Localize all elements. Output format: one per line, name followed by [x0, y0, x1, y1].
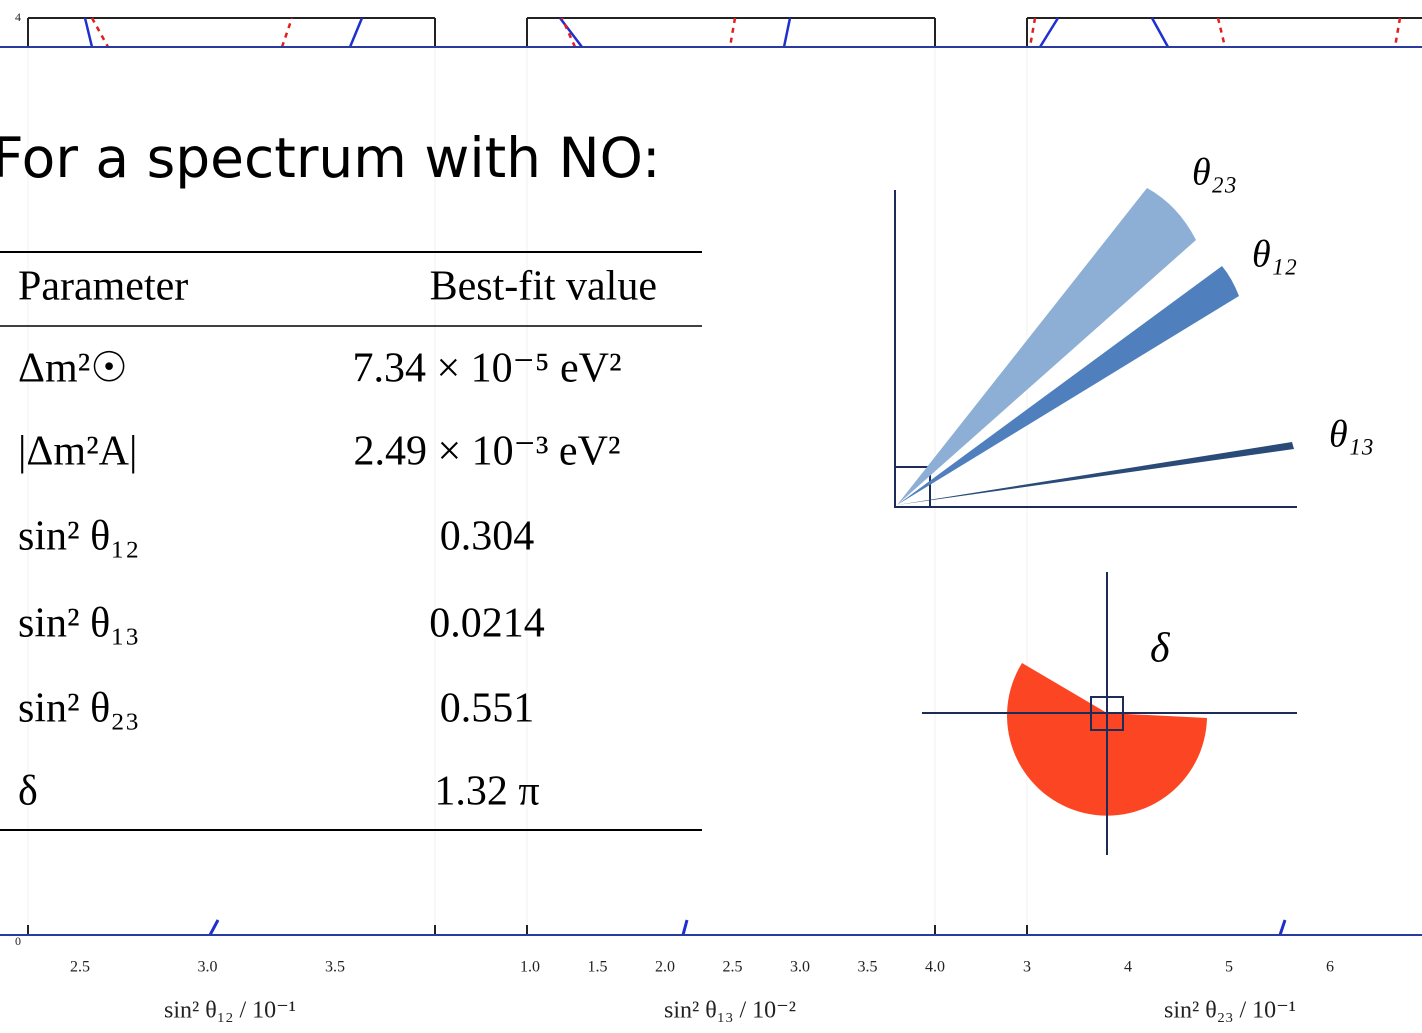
- angle-label: θ₁₂: [1252, 234, 1297, 276]
- parameter: sin² θ₂₃: [18, 686, 140, 732]
- tick-label: 6: [1326, 959, 1334, 976]
- curve: [83, 17, 1170, 48]
- parameter: sin² θ₁₃: [18, 601, 140, 647]
- column-header: Parameter: [18, 264, 188, 310]
- heading: For a spectrum with NO:: [0, 126, 661, 190]
- table: Parameter Best-fit value: [0, 251, 702, 831]
- angle-label: θ₁₃: [1329, 414, 1374, 456]
- wedge: [897, 188, 1196, 505]
- tick-label: 4: [1124, 959, 1132, 976]
- value: 0.551: [440, 686, 535, 732]
- parameter: Δm²☉: [18, 346, 128, 392]
- phase-label: δ: [1150, 626, 1171, 672]
- tick-label: 3.0: [790, 959, 810, 976]
- value: 0.0214: [429, 601, 545, 647]
- value: 2.49 × 10⁻³ eV²: [353, 429, 620, 475]
- tick-label: 5: [1225, 959, 1233, 976]
- tick-label: 2.5: [723, 959, 743, 976]
- corner-box: [894, 466, 931, 508]
- parameter: sin² θ₁₂: [18, 514, 140, 560]
- value: 1.32 π: [434, 769, 539, 815]
- tick-label: 3.5: [325, 959, 345, 976]
- tick-label: 1.0: [520, 959, 540, 976]
- parameter: |Δm²A|: [18, 429, 137, 475]
- wedge: [897, 442, 1294, 505]
- tick-label: 3.0: [198, 959, 218, 976]
- background-plots: 4 0: [0, 10, 1422, 948]
- tick-label: 2.0: [655, 959, 675, 976]
- axis-title: sin² θ₁₃ / 10⁻²: [664, 998, 796, 1024]
- tick-label: 4: [15, 10, 21, 24]
- panel-side: [27, 18, 1028, 935]
- value: 7.34 × 10⁻⁵ eV²: [352, 346, 621, 392]
- angle-diagram: θ₂₃ θ₁₂ θ₁₃: [894, 152, 1374, 508]
- parameter: δ: [18, 769, 38, 815]
- axis-title: sin² θ₁₂ / 10⁻¹: [164, 998, 296, 1024]
- tick-label: 3: [1023, 959, 1031, 976]
- axis-title: sin² θ₂₃ / 10⁻¹: [1164, 998, 1296, 1024]
- curve-min: [208, 919, 1287, 936]
- tick-label: 0: [15, 934, 21, 948]
- table-rows: Δm²☉ 7.34 × 10⁻⁵ eV² |Δm²A| 2.49 × 10⁻³ eV²…: [18, 346, 622, 815]
- tick-label: 4.0: [925, 959, 945, 976]
- value: 0.304: [440, 514, 535, 560]
- curve: [90, 17, 1402, 48]
- wedge: [897, 266, 1239, 505]
- angle-label: θ₂₃: [1192, 152, 1237, 194]
- center-box: [1090, 696, 1124, 731]
- tick-label: 1.5: [588, 959, 608, 976]
- tick-label: 2.5: [70, 959, 90, 976]
- axes: [894, 190, 1297, 508]
- tick-label: 3.5: [858, 959, 878, 976]
- phase-diagram: δ: [922, 572, 1297, 855]
- column-header: Best-fit value: [430, 264, 657, 310]
- background-axes: 2.5 3.0 3.5 sin² θ₁₂ / 10⁻¹ 1.0 1.5 2.0 2.5 3.0 3…: [70, 959, 1334, 1024]
